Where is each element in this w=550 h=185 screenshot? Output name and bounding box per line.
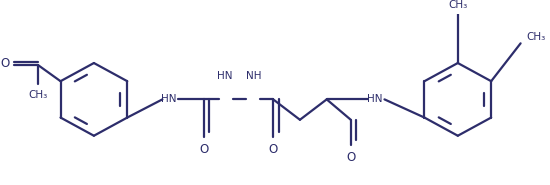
Text: HN: HN [161, 94, 177, 104]
Text: HN: HN [367, 94, 383, 104]
Text: NH: NH [246, 71, 261, 81]
Text: O: O [1, 57, 10, 70]
Text: O: O [199, 143, 208, 156]
Text: CH₃: CH₃ [448, 0, 467, 10]
Text: CH₃: CH₃ [526, 32, 545, 42]
Text: O: O [268, 143, 278, 156]
Text: O: O [346, 151, 355, 164]
Text: CH₃: CH₃ [29, 90, 48, 100]
Text: HN: HN [217, 71, 233, 81]
